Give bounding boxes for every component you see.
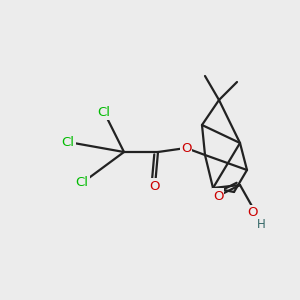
Text: Cl: Cl <box>98 106 110 118</box>
Text: H: H <box>256 218 266 230</box>
Text: O: O <box>181 142 191 154</box>
Text: O: O <box>150 179 160 193</box>
Text: O: O <box>213 190 223 202</box>
Text: O: O <box>248 206 258 220</box>
Text: Cl: Cl <box>76 176 88 190</box>
Text: Cl: Cl <box>61 136 74 148</box>
